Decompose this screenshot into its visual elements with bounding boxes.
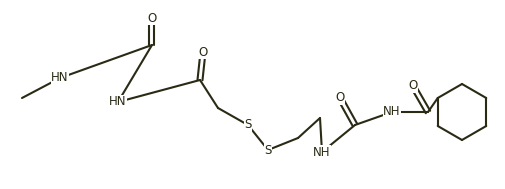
Text: HN: HN bbox=[51, 71, 69, 84]
Text: NH: NH bbox=[382, 105, 400, 119]
Text: HN: HN bbox=[109, 95, 126, 108]
Text: O: O bbox=[147, 12, 157, 25]
Text: S: S bbox=[264, 143, 271, 156]
Text: O: O bbox=[198, 46, 207, 59]
Text: O: O bbox=[408, 80, 417, 92]
Text: S: S bbox=[244, 119, 251, 132]
Text: NH: NH bbox=[313, 146, 330, 159]
Text: O: O bbox=[335, 91, 344, 105]
